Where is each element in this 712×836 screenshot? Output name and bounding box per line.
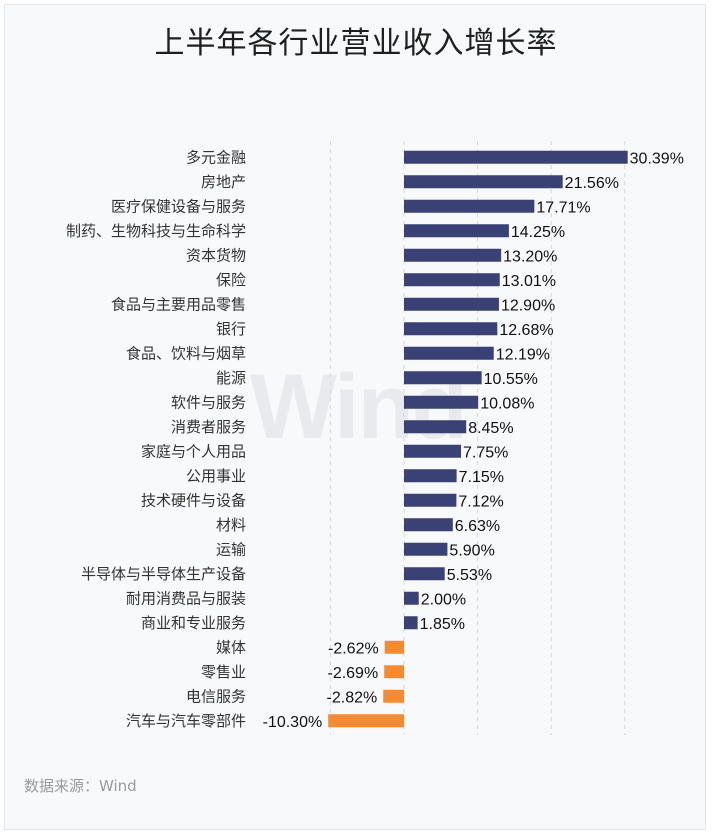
category-label: 资本货物 (186, 246, 246, 264)
category-label: 家庭与个人用品 (141, 442, 246, 460)
data-label: 6.63% (455, 518, 500, 535)
data-label: 1.85% (420, 616, 465, 633)
category-label: 消费者服务 (171, 418, 246, 436)
bar (404, 297, 499, 311)
category-label: 公用事业 (186, 467, 246, 485)
data-label: 13.20% (503, 248, 557, 265)
data-label: 5.90% (449, 542, 494, 559)
category-label: 房地产 (201, 173, 246, 191)
bar (404, 346, 494, 360)
category-label: 半导体与半导体生产设备 (81, 565, 246, 583)
data-label: 12.68% (499, 322, 553, 339)
data-label: 21.56% (565, 175, 619, 192)
data-label: 2.00% (421, 591, 466, 608)
data-label: 17.71% (536, 199, 590, 216)
data-label: 7.15% (459, 469, 504, 486)
bar (383, 689, 404, 703)
category-label: 运输 (216, 540, 246, 558)
category-label: 商业和专业服务 (141, 614, 246, 632)
bar (404, 542, 448, 556)
bar (404, 591, 419, 605)
data-label: 12.90% (501, 297, 555, 314)
data-label: 10.08% (480, 395, 534, 412)
category-label: 食品与主要用品零售 (111, 295, 246, 313)
data-source: 数据来源：Wind (24, 777, 137, 795)
data-label: -2.82% (327, 689, 378, 706)
bar (404, 224, 509, 238)
bar (404, 493, 457, 507)
bar (384, 665, 404, 679)
bar (404, 199, 535, 213)
category-label: 制药、生物科技与生命科学 (66, 222, 246, 240)
category-label: 电信服务 (186, 687, 246, 705)
data-label: 13.01% (502, 273, 556, 290)
bar (404, 150, 628, 164)
category-label: 汽车与汽车零部件 (126, 712, 246, 730)
bar (404, 567, 445, 581)
data-label: -2.69% (327, 665, 378, 682)
data-label: 7.12% (458, 493, 503, 510)
category-label: 耐用消费品与服装 (126, 589, 246, 607)
category-label: 保险 (216, 271, 246, 289)
chart-title: 上半年各行业营业收入增长率 (154, 26, 558, 61)
bar (404, 248, 502, 262)
category-label: 银行 (216, 320, 246, 338)
bar (404, 322, 498, 336)
chart-card (4, 4, 706, 830)
category-label: 零售业 (201, 663, 246, 681)
category-label: 软件与服务 (171, 393, 246, 411)
data-label: 12.19% (496, 346, 550, 363)
bar-chart: 30.39% 多元金融 21.56% 房地产 17.71% 医疗保健设备与服务 14.25%… (66, 141, 684, 735)
bar (404, 395, 479, 409)
data-label: 14.25% (511, 224, 565, 241)
category-label: 医疗保健设备与服务 (111, 197, 246, 215)
data-label: 10.55% (484, 371, 538, 388)
bar (404, 420, 467, 434)
category-label: 技术硬件与设备 (141, 491, 246, 509)
bar (404, 444, 462, 458)
data-label: -10.30% (263, 714, 323, 731)
data-label: -2.62% (328, 640, 379, 657)
bar (404, 175, 563, 189)
category-label: 多元金融 (186, 148, 246, 166)
data-label: 5.53% (447, 567, 492, 584)
data-label: 8.45% (468, 420, 513, 437)
data-label: 7.75% (463, 444, 508, 461)
data-label: 30.39% (630, 150, 684, 167)
bar (404, 518, 453, 532)
bar (404, 273, 500, 287)
bar (404, 616, 418, 630)
category-label: 能源 (216, 369, 246, 387)
bar (384, 640, 404, 654)
category-label: 材料 (216, 516, 246, 534)
category-label: 食品、饮料与烟草 (126, 344, 246, 362)
category-label: 媒体 (216, 638, 246, 656)
bar (404, 469, 457, 483)
bar (404, 371, 482, 385)
bar (328, 714, 404, 728)
